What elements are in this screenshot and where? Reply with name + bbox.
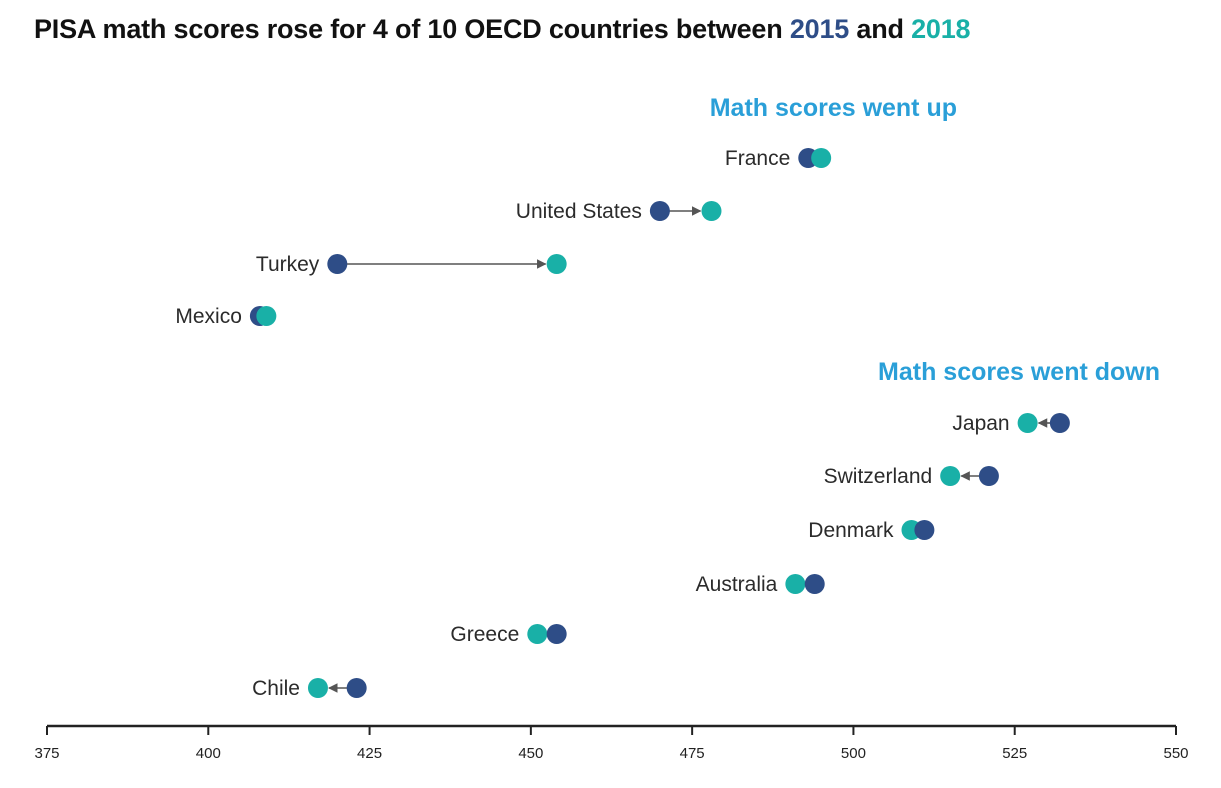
chart-title-year-2015: 2015 [789, 14, 850, 44]
chart-title-year-2018: 2018 [911, 14, 971, 44]
chart-title-and: and [849, 14, 912, 44]
dot-2018 [1017, 413, 1038, 433]
group-headings: Math scores went up Math scores went down [710, 94, 1160, 386]
country-row: France [725, 147, 832, 170]
country-row: Greece [450, 623, 567, 646]
x-tick-label: 375 [34, 745, 59, 762]
x-tick-label: 450 [518, 745, 543, 762]
group-heading: Math scores went down [878, 358, 1160, 386]
country-row: Turkey [256, 253, 567, 276]
dot-2015 [346, 678, 367, 698]
dot-2018 [307, 678, 328, 698]
dot-2015 [804, 574, 825, 594]
dot-2015 [649, 201, 670, 221]
x-tick-label: 475 [680, 745, 705, 762]
country-label: Australia [696, 573, 778, 596]
dot-2018 [811, 148, 832, 168]
country-rows: France United States Turkey Mexico Japan Swit… [175, 147, 1070, 700]
country-label: Mexico [175, 305, 242, 328]
dot-2015 [1049, 413, 1070, 433]
dot-2018 [256, 306, 277, 326]
country-label: France [725, 147, 790, 170]
group-heading: Math scores went up [710, 94, 957, 122]
dot-2015 [978, 466, 999, 486]
country-label: Switzerland [824, 465, 933, 488]
dot-2015 [914, 520, 935, 540]
chart-title-text: PISA math scores rose for 4 of 10 OECD c… [34, 14, 790, 44]
x-tick-label: 525 [1002, 745, 1027, 762]
x-tick-label: 425 [357, 745, 382, 762]
dot-2018 [701, 201, 722, 221]
country-label: Turkey [256, 253, 320, 276]
country-row: Mexico [175, 305, 277, 328]
country-label: Denmark [808, 519, 894, 542]
country-row: Australia [696, 573, 825, 596]
chart-title: PISA math scores rose for 4 of 10 OECD c… [34, 14, 971, 45]
country-label: Japan [952, 412, 1009, 435]
x-tick-label: 400 [196, 745, 221, 762]
country-label: Greece [450, 623, 519, 646]
dot-2015 [327, 254, 348, 274]
country-label: Chile [252, 677, 300, 700]
country-label: United States [516, 200, 642, 223]
country-row: Denmark [808, 519, 935, 542]
country-row: Switzerland [824, 465, 999, 488]
x-tick-label: 500 [841, 745, 866, 762]
x-axis: 375 400 425 450 475 500 525 550 [34, 724, 1189, 762]
dot-2018 [527, 624, 548, 644]
dot-2018 [940, 466, 961, 486]
country-row: Chile [252, 677, 367, 700]
dot-2015 [546, 624, 567, 644]
dot-2018 [785, 574, 806, 594]
country-row: United States [516, 200, 722, 223]
x-tick-label: 550 [1163, 745, 1188, 762]
dot-2018 [546, 254, 567, 274]
country-row: Japan [952, 412, 1070, 435]
